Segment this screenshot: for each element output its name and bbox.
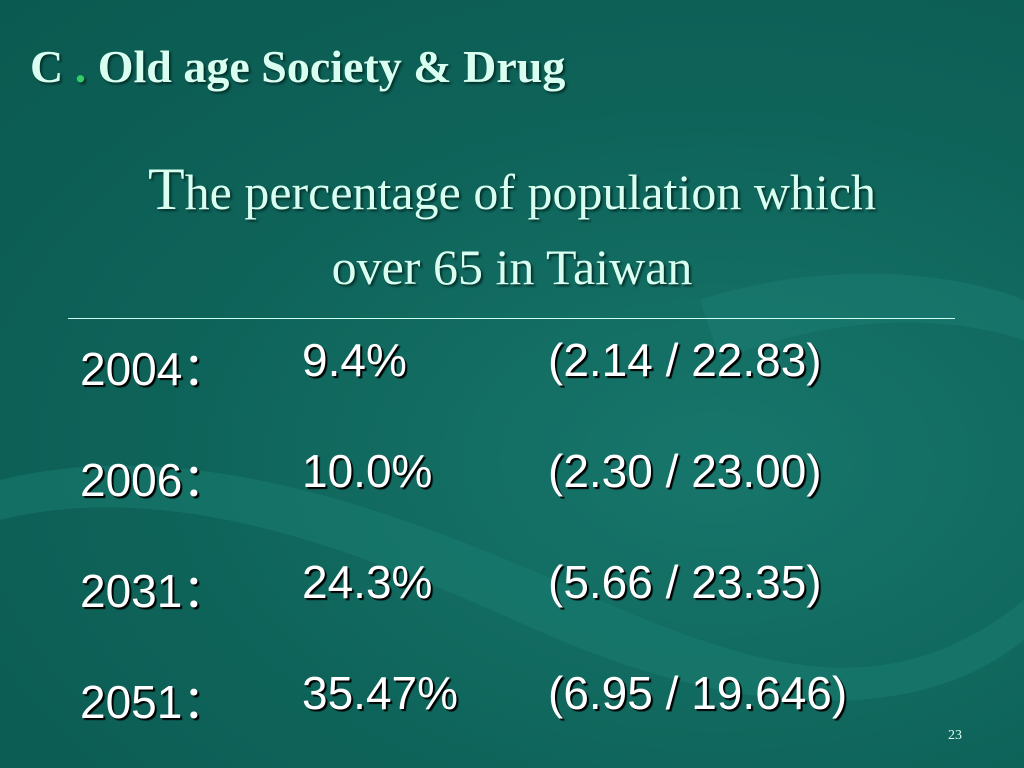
population-ratio: (5.66 / 23.35) — [548, 556, 822, 608]
title-main: Old age Society & Drug — [97, 41, 566, 92]
subtitle-line: over 65 in Taiwan — [331, 239, 693, 295]
percentage: 24.3% — [302, 556, 433, 608]
title-dot: . — [74, 41, 87, 92]
year: 2051： — [80, 676, 229, 728]
percentage: 10.0% — [302, 445, 433, 497]
population-ratio: (2.14 / 22.83) — [548, 334, 822, 386]
page-number: 23 — [948, 728, 962, 743]
year: 2031： — [80, 565, 229, 617]
divider — [68, 318, 955, 319]
slide-title: C . Old age Society & Drug — [30, 40, 565, 93]
subtitle-line: The percentage of population which — [0, 155, 1024, 224]
subtitle-initial: T — [147, 156, 185, 222]
subtitle-text: he percentage of population which — [184, 164, 877, 220]
title-prefix: C — [30, 41, 64, 92]
percentage: 9.4% — [302, 334, 407, 386]
percentage: 35.47% — [302, 667, 459, 719]
year: 2004： — [80, 343, 229, 395]
year: 2006： — [80, 454, 229, 506]
population-ratio: (2.30 / 23.00) — [548, 445, 822, 497]
population-ratio: (6.95 / 19.646) — [548, 667, 848, 719]
